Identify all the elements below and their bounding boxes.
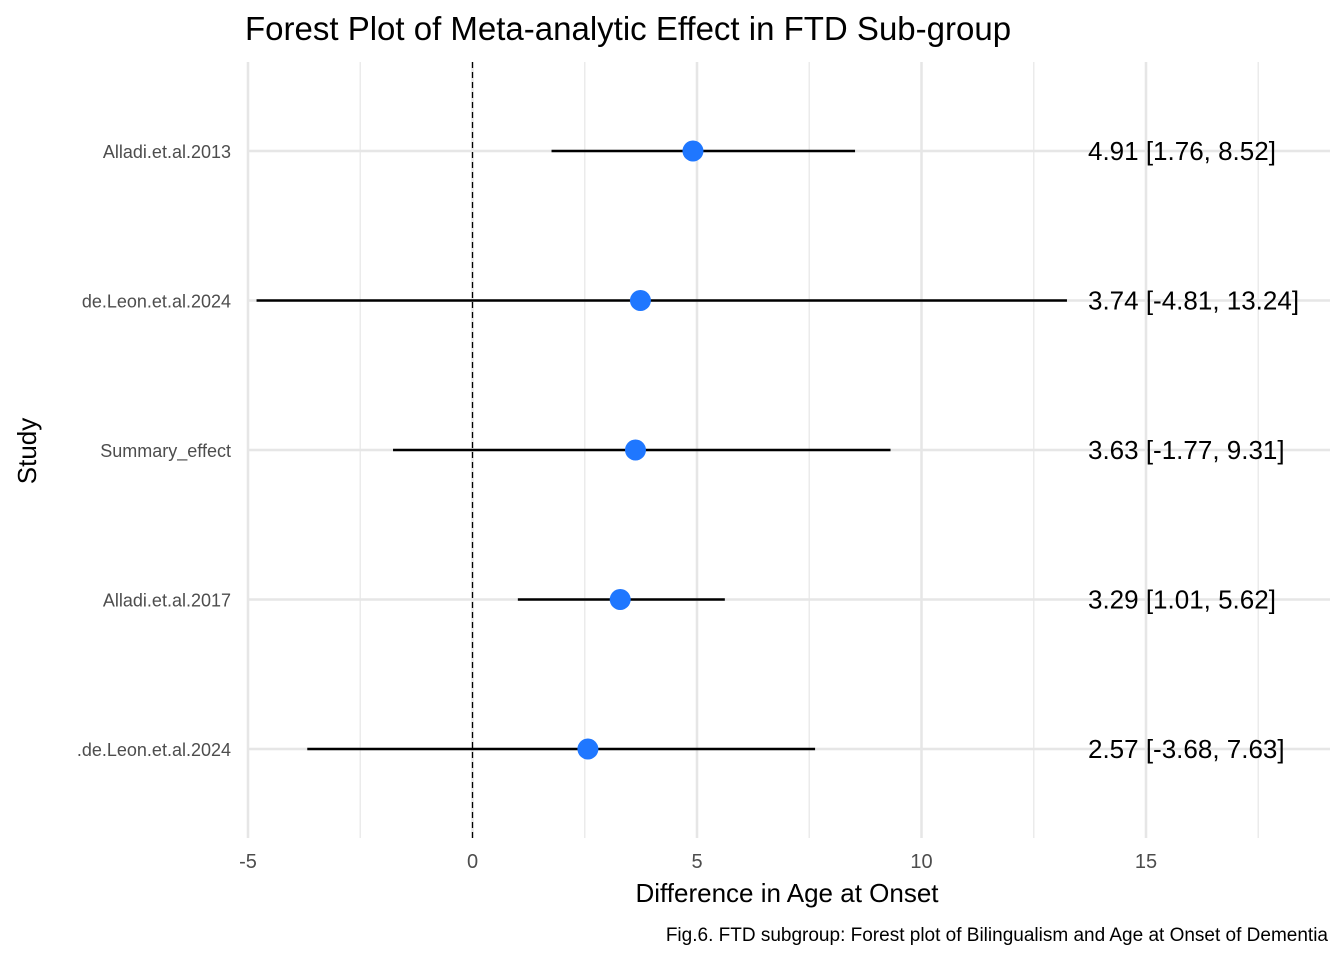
estimate-labels: 4.91 [1.76, 8.52] 3.74 [-4.81, 13.24] 3.63… — [1088, 136, 1299, 764]
x-axis-label: Difference in Age at Onset — [635, 878, 939, 908]
y-tick-label: Summary_effect — [100, 441, 231, 462]
estimate-label: 4.91 [1.76, 8.52] — [1088, 136, 1276, 166]
point-estimate — [682, 140, 704, 162]
point-estimate — [624, 439, 646, 461]
y-tick-labels: Alladi.et.al.2013 de.Leon.et.al.2024 Summa… — [77, 142, 231, 760]
x-tick-label: 0 — [467, 851, 478, 873]
estimate-label: 3.29 [1.01, 5.62] — [1088, 585, 1276, 615]
y-tick-label: .de.Leon.et.al.2024 — [77, 740, 231, 760]
x-tick-labels: -5 0 5 10 15 — [239, 851, 1157, 873]
estimate-label: 3.74 [-4.81, 13.24] — [1088, 286, 1299, 316]
x-tick-label: 5 — [691, 851, 702, 873]
point-estimate — [629, 290, 651, 311]
point-estimates — [577, 140, 704, 760]
x-tick-label: 15 — [1135, 851, 1157, 873]
estimate-label: 2.57 [-3.68, 7.63] — [1088, 734, 1285, 764]
y-tick-label: Alladi.et.al.2017 — [103, 591, 231, 611]
estimate-label: 3.63 [-1.77, 9.31] — [1088, 435, 1285, 465]
y-tick-label: de.Leon.et.al.2024 — [82, 292, 231, 312]
y-tick-label: Alladi.et.al.2013 — [103, 142, 231, 162]
chart-title: Forest Plot of Meta-analytic Effect in F… — [245, 10, 1011, 47]
x-tick-label: 10 — [910, 851, 932, 873]
y-axis-label: Study — [12, 418, 42, 485]
x-tick-label: -5 — [239, 851, 257, 873]
point-estimate — [577, 738, 599, 760]
figure-caption: Fig.6. FTD subgroup: Forest plot of Bili… — [666, 925, 1329, 946]
point-estimate — [609, 589, 631, 610]
